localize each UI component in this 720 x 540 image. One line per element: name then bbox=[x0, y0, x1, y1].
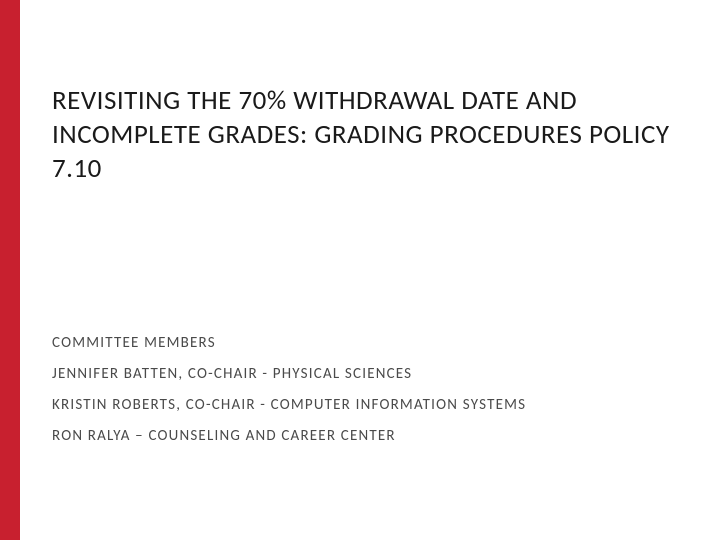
accent-bar bbox=[0, 0, 20, 540]
subtitle-line: COMMITTEE MEMBERS bbox=[52, 336, 672, 351]
slide-title: REVISITING THE 70% WITHDRAWAL DATE AND I… bbox=[52, 84, 672, 185]
subtitle-block: COMMITTEE MEMBERS JENNIFER BATTEN, CO-CH… bbox=[52, 336, 672, 460]
subtitle-line: JENNIFER BATTEN, CO-CHAIR - PHYSICAL SCI… bbox=[52, 367, 672, 382]
subtitle-line: KRISTIN ROBERTS, CO-CHAIR - COMPUTER INF… bbox=[52, 398, 672, 413]
title-block: REVISITING THE 70% WITHDRAWAL DATE AND I… bbox=[52, 84, 672, 185]
subtitle-line: RON RALYA – COUNSELING AND CAREER CENTER bbox=[52, 429, 672, 444]
